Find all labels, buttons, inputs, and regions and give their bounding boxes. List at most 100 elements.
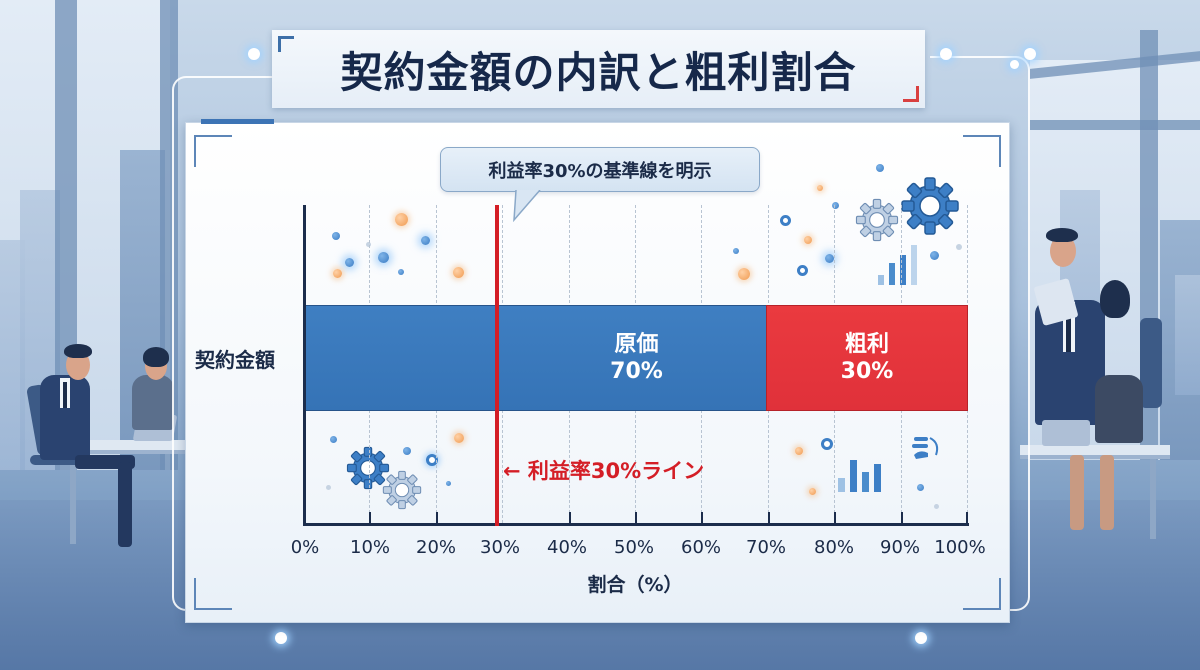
x-tick — [369, 512, 371, 526]
bar-value-profit: 30% — [840, 359, 894, 384]
dot-decoration — [809, 488, 816, 495]
dot-decoration — [930, 251, 939, 260]
dot-decoration — [795, 447, 803, 455]
desk — [1020, 445, 1170, 459]
dot-decoration — [453, 267, 464, 278]
bracket-decoration — [903, 86, 919, 102]
hud-node — [915, 632, 927, 644]
x-tick-label: 10% — [349, 537, 391, 558]
hair — [1046, 228, 1078, 242]
ring-decoration — [821, 438, 833, 450]
office-chair — [1140, 318, 1162, 408]
window-frame — [1030, 120, 1200, 130]
dot-decoration — [804, 236, 812, 244]
dot-decoration — [825, 254, 834, 263]
ring-decoration — [797, 265, 808, 276]
dot-decoration — [454, 433, 464, 443]
hud-node — [940, 48, 952, 60]
x-axis-line — [303, 523, 969, 526]
bar-chart-icon — [838, 460, 881, 492]
corner-bracket — [963, 135, 1001, 167]
reference-line-30 — [495, 205, 499, 526]
bar-name-cost: 原価 — [614, 331, 659, 357]
page-title: 契約金額の内訳と粗利割合 — [340, 47, 857, 97]
corner-bracket — [963, 578, 1001, 610]
callout-pointer — [513, 190, 541, 222]
x-tick-label: 0% — [290, 537, 320, 558]
dot-decoration — [817, 185, 823, 191]
tie — [1066, 306, 1071, 352]
bar-label-cost: 原価 70% — [506, 306, 767, 410]
x-tick — [436, 512, 438, 526]
y-category-label: 契約金額 — [195, 348, 275, 372]
dot-decoration — [917, 484, 924, 491]
x-tick — [966, 512, 968, 526]
hud-node — [1024, 48, 1036, 60]
x-tick-label: 80% — [813, 537, 855, 558]
annotation-callout: 利益率30%の基準線を明示 — [440, 147, 760, 192]
desk-leg — [70, 454, 76, 544]
dot-decoration — [738, 268, 750, 280]
dot-decoration — [446, 481, 451, 486]
panel-accent-bar — [201, 119, 274, 124]
tie — [63, 382, 67, 408]
hair — [64, 344, 92, 358]
dot-decoration — [403, 447, 411, 455]
dot-decoration — [956, 244, 962, 250]
bar-segment-profit[interactable]: 粗利 30% — [766, 305, 968, 411]
hud-node — [248, 48, 260, 60]
x-tick — [569, 512, 571, 526]
dot-decoration — [876, 164, 884, 172]
plot-area: 原価 70% 粗利 30% — [303, 205, 969, 526]
gear-icon — [901, 177, 959, 235]
bar-chart-icon — [878, 245, 917, 285]
ring-decoration — [780, 215, 791, 226]
dot-decoration — [326, 485, 331, 490]
dot-decoration — [832, 202, 839, 209]
hud-node — [275, 632, 287, 644]
dot-decoration — [398, 269, 404, 275]
dot-decoration — [345, 258, 354, 267]
person-woman-seated — [132, 375, 174, 430]
office-chair — [30, 455, 90, 465]
title-banner: 契約金額の内訳と粗利割合 — [272, 30, 925, 108]
corner-bracket — [194, 578, 232, 610]
x-tick-label: 60% — [680, 537, 722, 558]
dot-decoration — [332, 232, 340, 240]
dot-decoration — [366, 242, 371, 247]
laptop — [1042, 420, 1090, 446]
legs — [1100, 455, 1114, 530]
hair — [143, 347, 169, 367]
x-tick-label: 100% — [934, 537, 986, 558]
skyline-building — [0, 240, 25, 470]
x-tick-label: 40% — [546, 537, 588, 558]
dot-decoration — [333, 269, 342, 278]
reference-line-label: ← 利益率30%ライン — [503, 459, 705, 483]
callout-text: 利益率30%の基準線を明示 — [488, 160, 712, 182]
corner-bracket — [194, 135, 232, 167]
y-axis-line — [303, 205, 306, 526]
x-tick-label: 30% — [479, 537, 521, 558]
dot-decoration — [733, 248, 739, 254]
dot-decoration — [421, 236, 430, 245]
gear-icon — [855, 198, 899, 242]
bracket-decoration — [278, 36, 294, 52]
x-tick — [901, 512, 903, 526]
legs — [118, 462, 132, 547]
x-tick-label: 70% — [745, 537, 787, 558]
legs — [1070, 455, 1084, 530]
x-tick-label: 90% — [879, 537, 921, 558]
hud-node — [1010, 60, 1019, 69]
bar-segment-cost[interactable]: 原価 70% — [305, 305, 768, 411]
x-tick — [701, 512, 703, 526]
skyline-building — [1175, 275, 1200, 395]
x-tick — [834, 512, 836, 526]
dot-decoration — [330, 436, 337, 443]
x-axis-title: 割合（%） — [587, 574, 683, 596]
dot-decoration — [378, 252, 389, 263]
person-woman-seated — [1095, 375, 1143, 443]
x-tick — [768, 512, 770, 526]
x-tick-label: 50% — [613, 537, 655, 558]
bar-value-cost: 70% — [610, 359, 663, 384]
desk — [62, 440, 192, 454]
